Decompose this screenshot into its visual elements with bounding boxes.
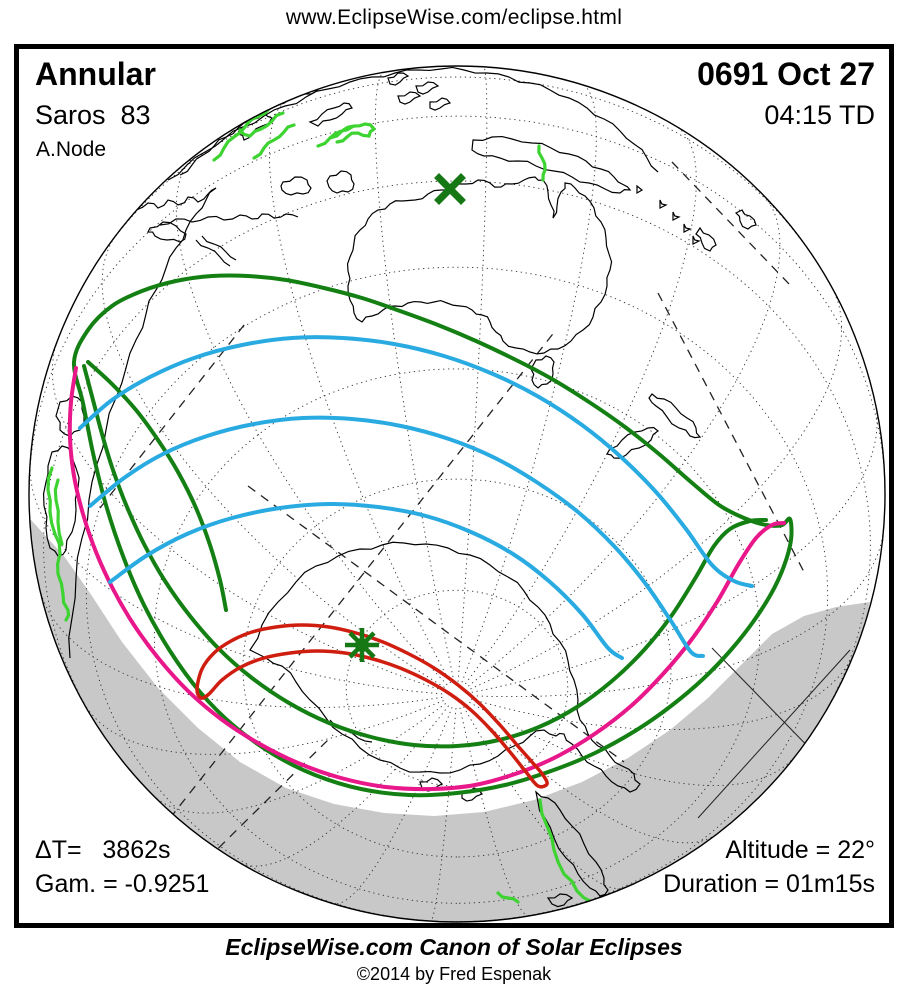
white-sea-sunrise-coast (316, 125, 354, 148)
contact-time-dash-7 (671, 161, 791, 286)
curve-magnitude-line-0.50 (88, 415, 705, 658)
coastline-australia (346, 176, 613, 355)
curve-contact-curve-west-branch (86, 360, 228, 612)
globe-limb (28, 65, 886, 923)
map-frame: Annular Saros 83 A.Node 0691 Oct 27 04:1… (14, 44, 894, 928)
coastline-melanesia-islet-3 (672, 211, 681, 221)
copyright-notice: ©2014 by Fred Espenak (356, 964, 552, 984)
coastline-new-guinea (471, 135, 632, 194)
africa-limb-sunset-coast-1 (46, 466, 71, 622)
eclipse-type-label: Annular (35, 56, 156, 92)
coastline-black-sea (280, 176, 312, 196)
coastline-red-sea-line-1 (195, 239, 231, 267)
coastline-africa-east-coast (68, 187, 217, 659)
coastline-caspian-sea (326, 170, 355, 194)
scandinavia-sunrise-coast-3 (252, 123, 296, 160)
coastline-melanesia-islet-5 (692, 235, 701, 245)
africa-limb-sunset-coast-2 (53, 478, 64, 546)
sub-solar-point-marker (434, 173, 466, 205)
coastline-melanesia-islet-1 (636, 184, 644, 195)
curve-magnitude-line-0.25 (78, 335, 754, 588)
coastline-new-zealand-north (648, 393, 702, 439)
coastline-antarctica (249, 541, 641, 793)
coastline-new-zealand-south (606, 426, 659, 459)
curve-path-of-annularity (195, 623, 549, 789)
gamma-label: Gam. = -0.9251 (35, 869, 210, 898)
saros-label: Saros 83 (35, 100, 151, 130)
scandinavia-sunrise-coast-2 (238, 111, 285, 138)
curve-max-eclipse-at-sunrise-sunset (67, 366, 786, 792)
antarctic-sunset-coast (496, 891, 520, 904)
globe-content (29, 66, 885, 922)
eclipse-time-label: 04:15 TD (764, 100, 875, 130)
coastline-arctic-island-1 (387, 72, 410, 86)
page-url-text: www.EclipseWise.com/eclipse.html (285, 6, 623, 29)
coastline-arctic-island-3 (397, 91, 422, 105)
night-side-shading (29, 520, 871, 922)
canon-caption: EclipseWise.com Canon of Solar Eclipses (225, 934, 683, 960)
coastline-tierra-del-fuego-islands (546, 893, 574, 908)
coastline-mediterranean-coast (159, 213, 299, 226)
coastline-south-america-tip (535, 790, 609, 897)
coastline-arctic-island-2 (415, 81, 440, 95)
borneo-sunrise-coast (328, 122, 377, 144)
greatest-eclipse-marker (345, 628, 379, 662)
duration-label: Duration = 01m15s (663, 869, 875, 898)
south-america-sunset-coast (538, 798, 594, 904)
sunrise-sunset-coast-highlights (46, 88, 594, 904)
altitude-label: Altitude = 22° (725, 835, 875, 864)
delta-t-label: ΔT= 3862s (35, 835, 171, 864)
eclipse-date-label: 0691 Oct 27 (697, 56, 875, 92)
new-guinea-sunrise-line (537, 144, 547, 182)
node-label: A.Node (36, 138, 107, 161)
curve-magnitude-line-0.75 (108, 501, 624, 660)
coastline-east-asia-islet-1 (695, 226, 717, 252)
coastline-melanesia-islet-2 (659, 199, 668, 209)
night-cross-line-1 (697, 649, 851, 819)
coastline-tasmania (530, 355, 555, 389)
coastline-east-asia-islet-2 (734, 209, 757, 230)
curve-sunrise-sunset-contact-inner (82, 364, 768, 749)
coastline-kola-coast (308, 102, 353, 127)
coastline-melanesia-islet-4 (683, 223, 692, 233)
coastline-arctic-island-4 (429, 97, 452, 111)
coastline-red-sea-line-2 (201, 235, 237, 261)
